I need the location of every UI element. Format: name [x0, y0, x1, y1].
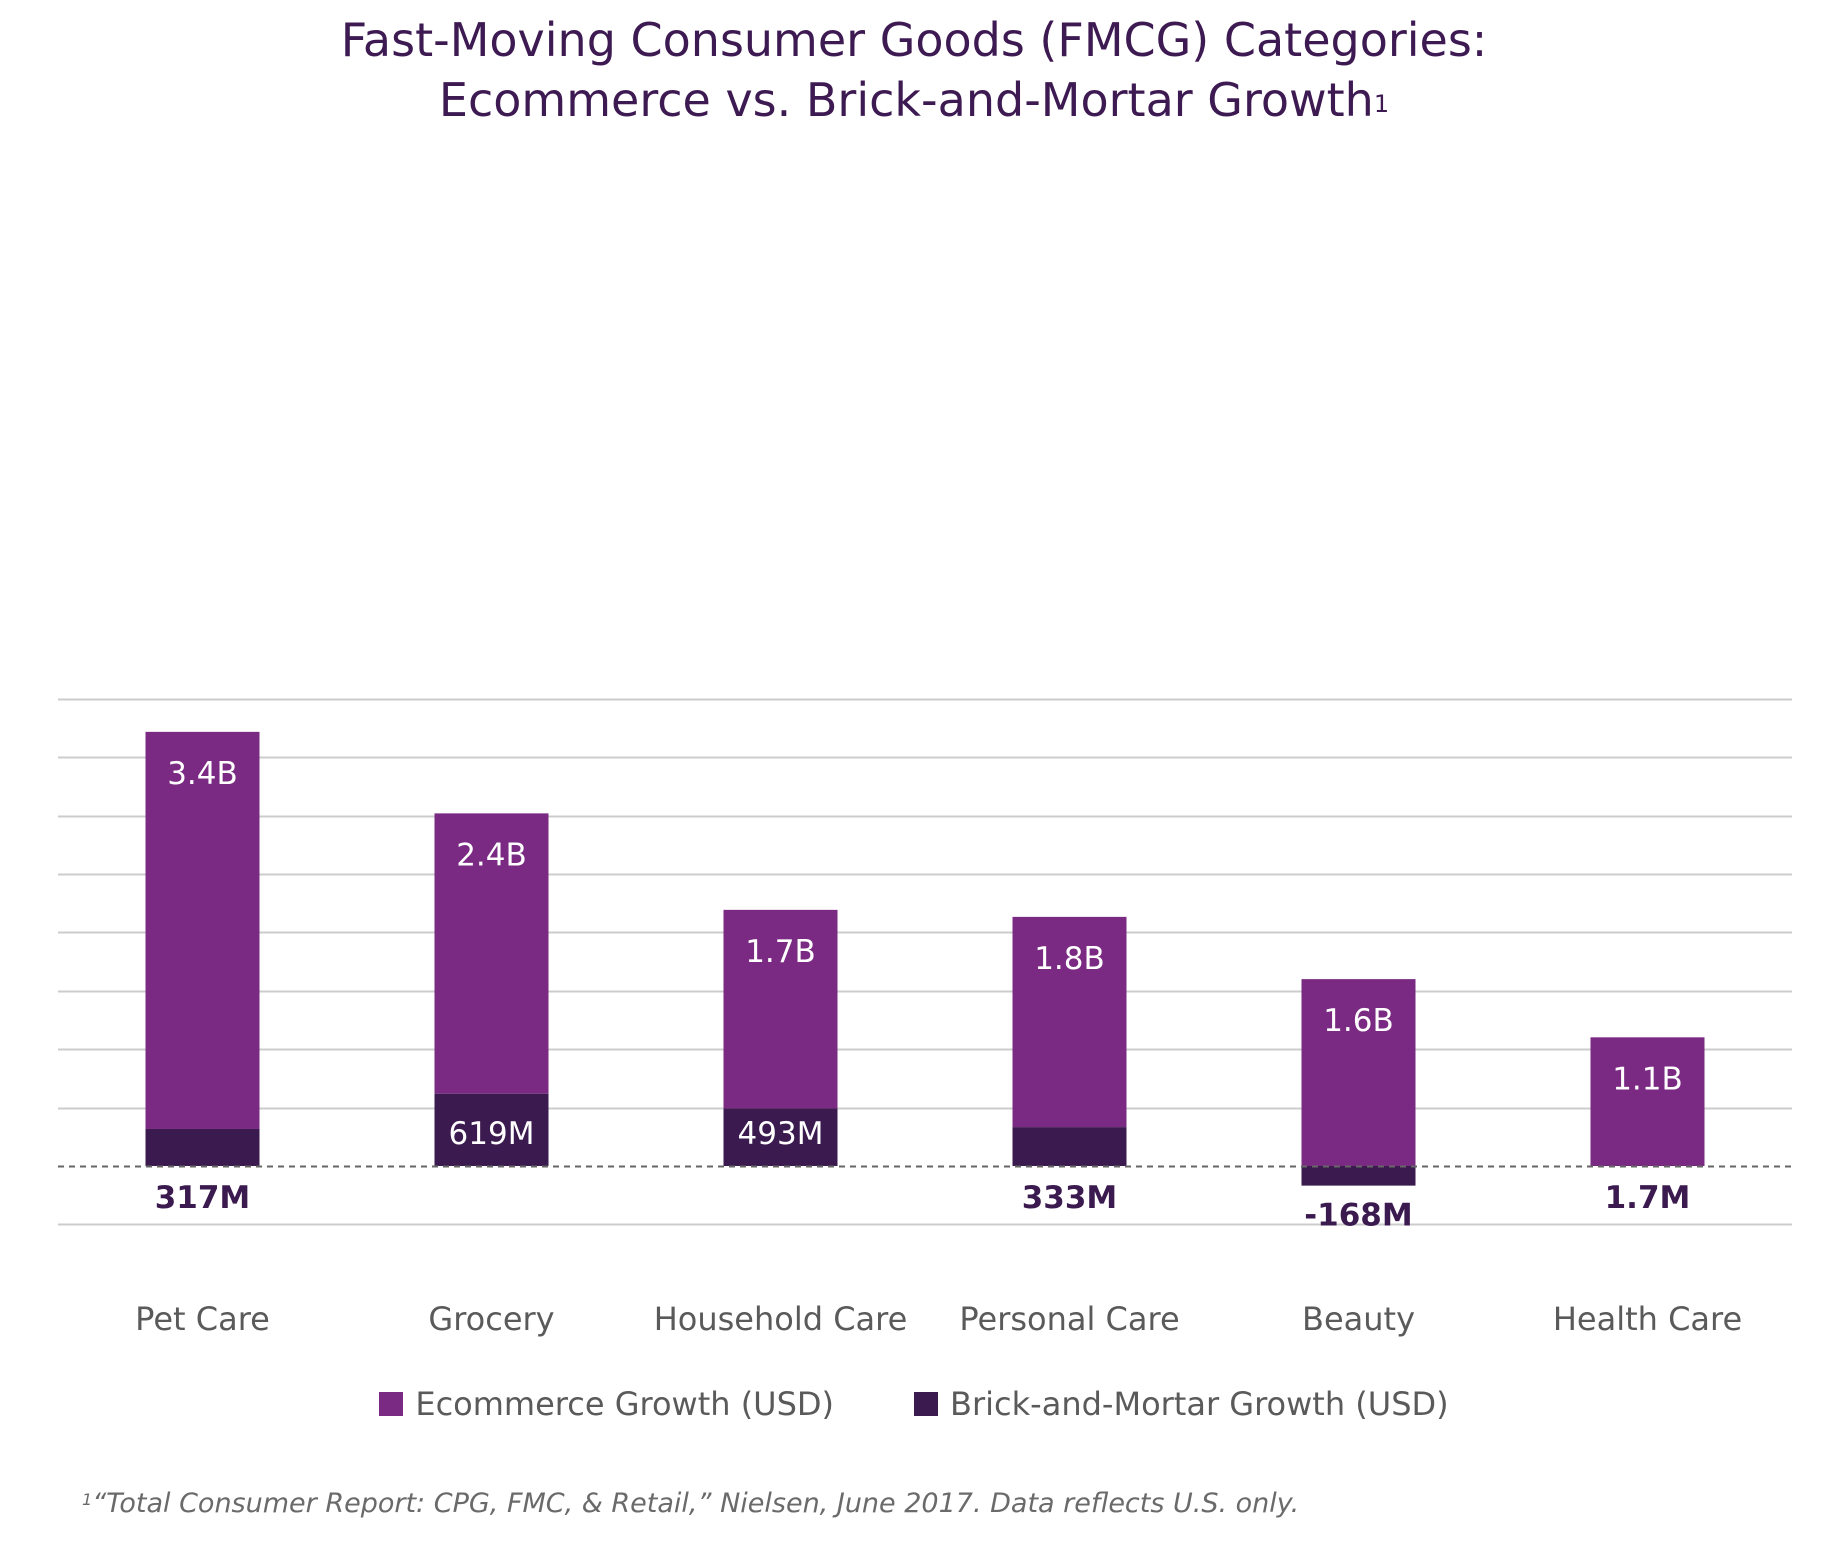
- category-label: Personal Care: [959, 1300, 1179, 1338]
- bar-brick-and-mortar: [723, 1108, 838, 1166]
- chart-title-line-1: Fast-Moving Consumer Goods (FMCG) Catego…: [340, 13, 1488, 67]
- category-label: Pet Care: [135, 1300, 270, 1338]
- bar-brick-and-mortar: [1301, 1166, 1416, 1186]
- bar-ecommerce: [145, 731, 260, 1129]
- bar-ecommerce: [1590, 1037, 1705, 1166]
- legend: Ecommerce Growth (USD) Brick-and-Mortar …: [0, 1385, 1828, 1423]
- legend-label-brick-and-mortar: Brick-and-Mortar Growth (USD): [950, 1385, 1449, 1423]
- data-label-ecommerce: 1.6B: [1323, 1003, 1394, 1039]
- bars: [145, 731, 1705, 1186]
- chart-title-line-2: Ecommerce vs. Brick-and-Mortar Growth1: [0, 70, 1828, 130]
- category-label: Beauty: [1302, 1300, 1415, 1338]
- bar-brick-and-mortar: [434, 1093, 549, 1166]
- bar-ecommerce: [434, 813, 549, 1094]
- chart-title: Fast-Moving Consumer Goods (FMCG) Catego…: [0, 10, 1828, 130]
- category-label: Grocery: [428, 1300, 554, 1338]
- category-label: Health Care: [1553, 1300, 1742, 1338]
- category-label: Household Care: [654, 1300, 908, 1338]
- bar-chart: 3.4B 317M 2.4B 619M 1.7B 493M 1.8B 333M 1.6B -168…: [58, 698, 1792, 1338]
- data-label-ecommerce: 1.7B: [745, 934, 816, 970]
- data-label-brick-and-mortar: -168M: [1304, 1198, 1412, 1234]
- data-label-brick-and-mortar: 1.7M: [1605, 1180, 1691, 1216]
- legend-swatch-brick-and-mortar: [914, 1392, 939, 1416]
- category-labels: Pet Care Grocery Household Care Personal Ca…: [135, 1300, 1742, 1338]
- bar-brick-and-mortar: [145, 1128, 260, 1166]
- footnote-marker: 1: [82, 1490, 93, 1509]
- legend-label-ecommerce: Ecommerce Growth (USD): [415, 1385, 835, 1423]
- title-footnote-marker: 1: [1373, 90, 1390, 118]
- bar-brick-and-mortar: [1012, 1127, 1127, 1166]
- legend-swatch-ecommerce: [379, 1392, 404, 1416]
- data-label-ecommerce: 3.4B: [167, 756, 238, 792]
- legend-item-brick-and-mortar: Brick-and-Mortar Growth (USD): [914, 1385, 1449, 1423]
- footnote-text: “Total Consumer Report: CPG, FMC, & Reta…: [92, 1488, 1300, 1519]
- data-label-brick-and-mortar: 619M: [449, 1116, 535, 1152]
- data-label-ecommerce: 1.1B: [1612, 1061, 1683, 1097]
- data-label-ecommerce: 1.8B: [1034, 941, 1105, 977]
- footnote: 1“Total Consumer Report: CPG, FMC, & Ret…: [82, 1488, 1299, 1519]
- data-label-ecommerce: 2.4B: [456, 837, 527, 873]
- data-label-brick-and-mortar: 493M: [738, 1116, 824, 1152]
- bar-ecommerce: [1301, 979, 1416, 1166]
- bar-ecommerce: [723, 909, 838, 1109]
- bar-ecommerce: [1012, 916, 1127, 1128]
- gridlines: [58, 698, 1792, 1226]
- chart-title-line-2-text: Ecommerce vs. Brick-and-Mortar Growth: [438, 73, 1374, 127]
- data-labels: 3.4B 317M 2.4B 619M 1.7B 493M 1.8B 333M 1.6B -168…: [155, 756, 1691, 1234]
- legend-item-ecommerce: Ecommerce Growth (USD): [379, 1385, 834, 1423]
- data-label-brick-and-mortar: 317M: [155, 1180, 251, 1216]
- data-label-brick-and-mortar: 333M: [1022, 1180, 1118, 1216]
